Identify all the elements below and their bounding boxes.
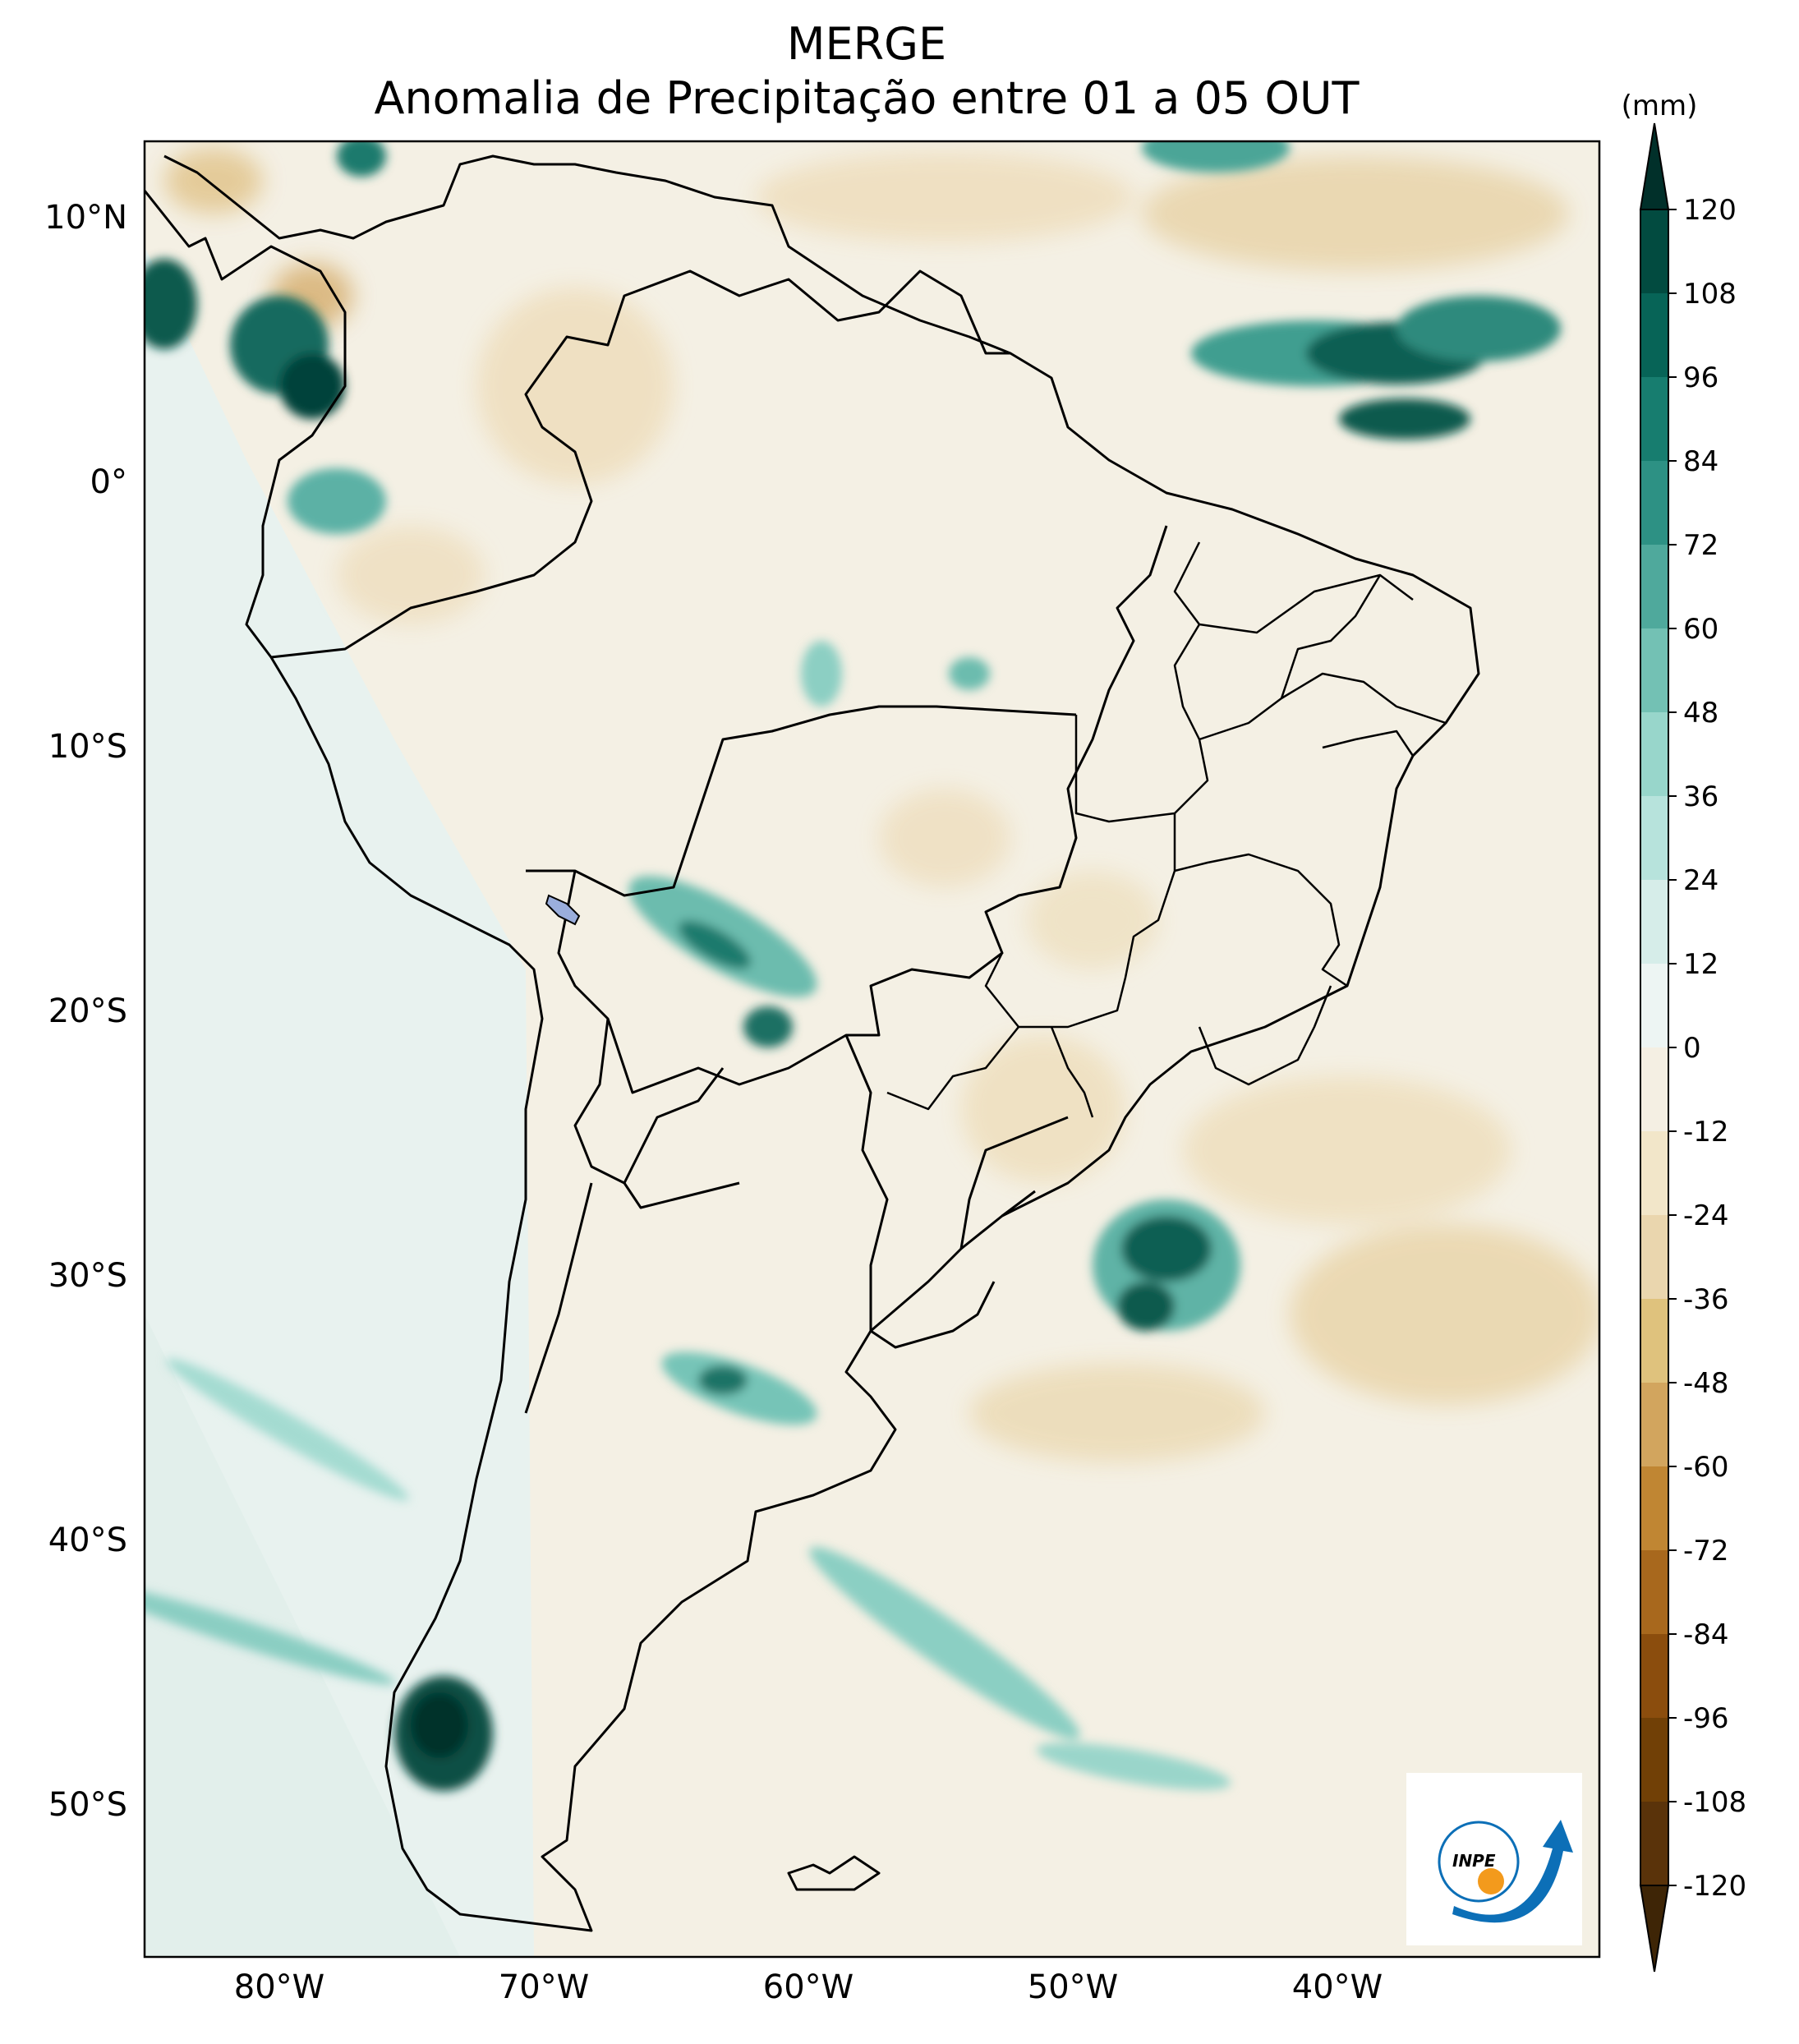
lat-label: 10°S bbox=[48, 728, 127, 766]
logo-text: INPE bbox=[1452, 1851, 1496, 1871]
lake-titicaca bbox=[545, 894, 581, 926]
colorbar-tick-label: -12 bbox=[1683, 1116, 1729, 1149]
inpe-logo: INPE bbox=[1406, 1773, 1582, 1945]
colorbar-tick-label: 48 bbox=[1683, 697, 1718, 730]
colorbar-band bbox=[1640, 293, 1668, 377]
lat-label: 10°N bbox=[44, 199, 127, 237]
colorbar-band bbox=[1640, 1299, 1668, 1383]
colorbar-band bbox=[1640, 1634, 1668, 1718]
lon-label: 70°W bbox=[499, 1968, 589, 2006]
colorbar-band bbox=[1640, 712, 1668, 796]
lat-label: 50°S bbox=[48, 1786, 127, 1824]
precipitation-field bbox=[145, 141, 1599, 1957]
colorbar-band bbox=[1640, 1466, 1668, 1550]
colorbar-band bbox=[1640, 796, 1668, 880]
colorbar-tick-label: -24 bbox=[1683, 1199, 1729, 1232]
colorbar-band bbox=[1640, 1550, 1668, 1634]
lon-label: 50°W bbox=[1028, 1968, 1118, 2006]
lat-label: 20°S bbox=[48, 992, 127, 1030]
colorbar-tick-label: -120 bbox=[1683, 1870, 1746, 1903]
colorbar-band bbox=[1640, 880, 1668, 964]
map-subtitle: Anomalia de Precipitação entre 01 a 05 O… bbox=[374, 72, 1360, 124]
colorbar-band bbox=[1640, 377, 1668, 461]
south-america-coastline bbox=[145, 154, 1480, 1932]
colorbar-band bbox=[1640, 628, 1668, 712]
colorbar-extend-top bbox=[1639, 122, 1670, 210]
lat-label: 40°S bbox=[48, 1521, 127, 1559]
colorbar-band bbox=[1640, 209, 1668, 293]
colorbar-tick-label: -108 bbox=[1683, 1786, 1746, 1819]
lat-label: 0° bbox=[90, 463, 127, 501]
falklands-islands bbox=[787, 1855, 881, 1891]
colorbar-band bbox=[1640, 1383, 1668, 1466]
colorbar-band bbox=[1640, 1802, 1668, 1885]
colorbar-tick-label: 84 bbox=[1683, 445, 1718, 478]
colorbar-band bbox=[1640, 964, 1668, 1047]
colorbar-tick-label: 96 bbox=[1683, 361, 1718, 394]
lat-axis: 10°N 0° 10°S 20°S 30°S 40°S 50°S bbox=[44, 199, 127, 1824]
colorbar-band bbox=[1640, 1131, 1668, 1215]
colorbar-band bbox=[1640, 1718, 1668, 1802]
colorbar-tick-label: 12 bbox=[1683, 948, 1718, 981]
state-borders bbox=[886, 541, 1447, 1118]
colorbar-tick-label: 0 bbox=[1683, 1032, 1701, 1065]
lat-label: 30°S bbox=[48, 1257, 127, 1295]
colorbar-tick-label: -48 bbox=[1683, 1367, 1729, 1400]
colorbar: (mm) 12010896847260483624120-12-24-36-48… bbox=[1622, 90, 1746, 1973]
colorbar-tick-label: -72 bbox=[1683, 1535, 1729, 1568]
boundaries bbox=[145, 154, 1480, 1932]
colorbar-tick-label: -84 bbox=[1683, 1618, 1729, 1651]
colorbar-unit: (mm) bbox=[1622, 90, 1698, 122]
lon-label: 60°W bbox=[763, 1968, 853, 2006]
colorbar-tick-label: 24 bbox=[1683, 864, 1718, 897]
colorbar-band bbox=[1640, 1047, 1668, 1131]
map-title: MERGE bbox=[786, 18, 947, 70]
lon-label: 40°W bbox=[1292, 1968, 1383, 2006]
colorbar-extend-bottom bbox=[1639, 1885, 1670, 1973]
colorbar-tick-label: 60 bbox=[1683, 613, 1718, 646]
colorbar-tick-label: 72 bbox=[1683, 529, 1718, 562]
colorbar-band bbox=[1640, 461, 1668, 545]
lon-axis: 80°W 70°W 60°W 50°W 40°W bbox=[234, 1968, 1383, 2006]
country-borders bbox=[270, 269, 1168, 1414]
colorbar-tick-label: 120 bbox=[1683, 194, 1737, 227]
colorbar-tick-label: -96 bbox=[1683, 1702, 1729, 1735]
colorbar-tick-label: -60 bbox=[1683, 1451, 1729, 1484]
colorbar-tick-label: 36 bbox=[1683, 780, 1718, 813]
colorbar-band bbox=[1640, 545, 1668, 628]
colorbar-tick-label: 108 bbox=[1683, 278, 1737, 311]
lon-label: 80°W bbox=[234, 1968, 324, 2006]
colorbar-band bbox=[1640, 1215, 1668, 1299]
plot-frame bbox=[143, 140, 1601, 1959]
colorbar-tick-label: -36 bbox=[1683, 1283, 1729, 1316]
